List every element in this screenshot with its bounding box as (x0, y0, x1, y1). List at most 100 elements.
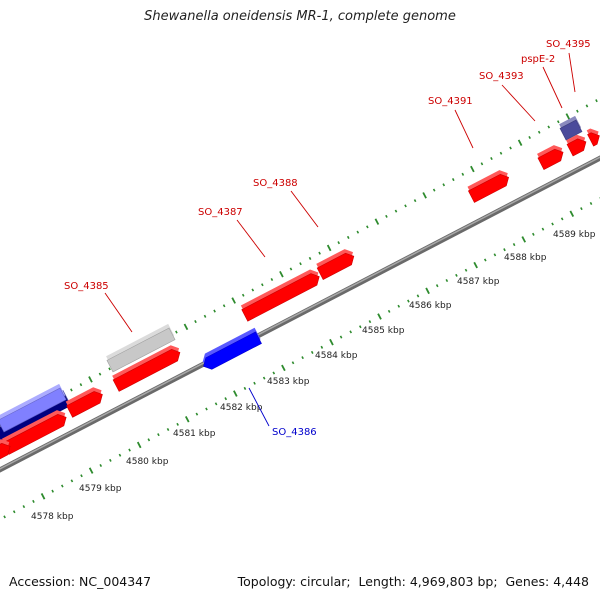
gene-SO_4388[interactable] (316, 249, 355, 280)
outer-tick (261, 283, 264, 287)
inner-tick (60, 484, 64, 488)
topology-label: Topology: (237, 574, 297, 589)
inner-tick (80, 474, 83, 478)
inner-tick (541, 227, 545, 231)
inner-tick (51, 489, 54, 493)
outer-tick (394, 209, 398, 213)
gene-pspE-2[interactable] (566, 134, 587, 157)
inner-tick (435, 284, 439, 288)
inner-tick (99, 463, 103, 468)
accession-info: Accession: NC_004347 (9, 574, 151, 589)
accession-value: NC_004347 (79, 574, 152, 589)
gene-label: SO_4386 (272, 427, 317, 438)
ruler-tick-label: 4589 kbp (553, 230, 596, 240)
inner-tick (147, 438, 151, 442)
callout-SO_4388[interactable]: SO_4388 (253, 178, 319, 228)
outer-tick (194, 320, 197, 324)
inner-tick (253, 381, 256, 385)
callout-leader-line (501, 84, 536, 122)
backbone-highlight (0, 156, 600, 470)
inner-tick (580, 207, 583, 211)
inner-tick (455, 273, 458, 277)
gene-arrow-body (0, 387, 67, 433)
outer-tick (451, 178, 455, 182)
callout-leader-line (568, 52, 576, 93)
genome-summary: Topology: circular; Length: 4,969,803 bp… (237, 574, 589, 589)
gene-label: SO_4385 (64, 281, 109, 292)
outer-tick (461, 172, 465, 176)
inner-tick (589, 201, 593, 205)
gene-gray[interactable] (106, 323, 176, 373)
outer-tick (490, 157, 493, 161)
inner-tick (310, 350, 314, 354)
inner-tick (464, 268, 468, 272)
gene-label: SO_4393 (479, 71, 524, 82)
inner-tick (109, 458, 112, 462)
outer-tick (547, 125, 551, 129)
inner-tick (291, 361, 295, 365)
outer-tick (203, 314, 207, 318)
gene-SO_4393[interactable] (537, 145, 564, 170)
ruler-tick-label: 4578 kbp (31, 512, 74, 522)
callout-SO_4386[interactable]: SO_4386 (248, 387, 317, 438)
outer-tick (499, 151, 503, 155)
gene-SO_4386[interactable] (202, 327, 262, 370)
ruler-tick-label: 4586 kbp (409, 301, 452, 311)
gene-arrow-body (203, 331, 262, 370)
gene-callouts: SO_4385 SO_4386 SO_4387 SO_4388 SO_4391 SO_43… (64, 39, 591, 438)
inner-tick (387, 309, 391, 313)
gene-SO_4395[interactable] (559, 115, 583, 141)
ruler-tick-label: 4583 kbp (267, 377, 310, 387)
inner-tick (339, 335, 343, 339)
outer-tick (517, 139, 523, 147)
outer-tick (385, 214, 388, 218)
inner-tick (483, 258, 487, 262)
gene-SO_4387[interactable] (240, 269, 320, 322)
gene-arrow-body (316, 252, 355, 280)
callout-SO_4395[interactable]: SO_4395 (546, 39, 591, 93)
length-label: Length: (358, 574, 406, 589)
callout-SO_4391[interactable]: SO_4391 (428, 96, 474, 149)
outer-tick (231, 297, 236, 304)
gene-pale-left[interactable] (0, 383, 67, 433)
inner-tick (416, 294, 420, 298)
outer-tick (509, 146, 512, 150)
gene-SO_4395-arrow[interactable] (586, 128, 600, 147)
gene-label: SO_4388 (253, 178, 298, 189)
inner-tick (233, 390, 238, 397)
callout-SO_4385[interactable]: SO_4385 (64, 281, 133, 333)
gene-forward[interactable] (112, 345, 181, 392)
outer-tick (183, 323, 189, 331)
callout-pspE-2[interactable]: pspE-2 (521, 54, 563, 109)
outer-tick (308, 256, 312, 260)
inner-tick (12, 510, 16, 514)
inner-tick (493, 253, 497, 257)
inner-tick (70, 479, 74, 483)
callout-SO_4393[interactable]: SO_4393 (479, 71, 536, 122)
outer-tick (556, 120, 560, 124)
ruler-tick-label: 4581 kbp (173, 429, 216, 439)
outer-tick (480, 162, 484, 166)
outer-tick (98, 372, 102, 376)
outer-tick (222, 304, 226, 308)
callout-leader-line (248, 387, 270, 427)
outer-tick (241, 293, 245, 297)
outer-tick (279, 270, 284, 278)
gene-SO_4391[interactable] (467, 170, 509, 203)
callout-SO_4387[interactable]: SO_4387 (198, 207, 266, 258)
outer-tick (299, 262, 302, 266)
outer-tick (537, 130, 541, 134)
gene-forward[interactable] (0, 439, 11, 460)
ruler-tick-label: 4585 kbp (362, 326, 405, 336)
gene-forward[interactable] (65, 387, 103, 418)
gene-arrow-body (467, 173, 509, 203)
inner-tick (214, 402, 218, 406)
inner-tick (136, 441, 142, 449)
inner-tick (503, 248, 506, 252)
inner-tick (272, 371, 276, 375)
outer-tick (108, 367, 111, 371)
inner-tick (205, 407, 208, 411)
inner-tick (560, 217, 564, 221)
ruler-tick-label: 4584 kbp (315, 351, 358, 361)
inner-tick (128, 448, 131, 452)
